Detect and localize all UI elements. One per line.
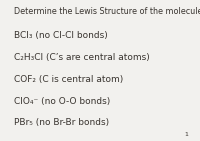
Text: COF₂ (C is central atom): COF₂ (C is central atom): [14, 75, 123, 84]
Text: C₂H₃Cl (C’s are central atoms): C₂H₃Cl (C’s are central atoms): [14, 53, 150, 62]
Text: ClO₄⁻ (no O-O bonds): ClO₄⁻ (no O-O bonds): [14, 97, 110, 106]
Text: 1: 1: [184, 132, 188, 137]
Text: PBr₅ (no Br-Br bonds): PBr₅ (no Br-Br bonds): [14, 118, 109, 127]
Text: Determine the Lewis Structure of the molecule?: Determine the Lewis Structure of the mol…: [14, 7, 200, 16]
Text: BCl₃ (no Cl-Cl bonds): BCl₃ (no Cl-Cl bonds): [14, 31, 108, 40]
